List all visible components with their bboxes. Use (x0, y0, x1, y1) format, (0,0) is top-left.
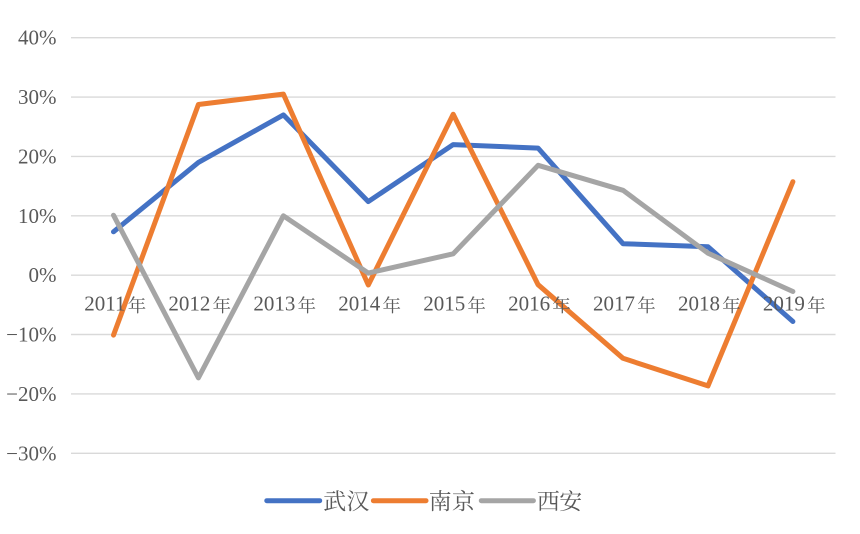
svg-text:2019: 2019 (763, 292, 805, 316)
svg-text:40%: 40% (18, 26, 57, 50)
svg-text:10%: 10% (18, 204, 57, 228)
svg-text:2015: 2015 (423, 292, 465, 316)
svg-text:−20%: −20% (6, 382, 56, 406)
svg-text:−30%: −30% (6, 441, 56, 465)
svg-text:2017: 2017 (593, 292, 635, 316)
svg-text:20%: 20% (18, 144, 57, 168)
svg-text:2013: 2013 (253, 292, 295, 316)
svg-text:−10%: −10% (6, 323, 56, 347)
svg-text:0%: 0% (29, 263, 57, 287)
svg-text:2014: 2014 (338, 292, 381, 316)
svg-text:2011: 2011 (84, 292, 125, 316)
svg-text:2012: 2012 (168, 292, 210, 316)
svg-text:30%: 30% (18, 85, 57, 109)
svg-text:2018: 2018 (678, 292, 720, 316)
svg-text:2016: 2016 (508, 292, 550, 316)
